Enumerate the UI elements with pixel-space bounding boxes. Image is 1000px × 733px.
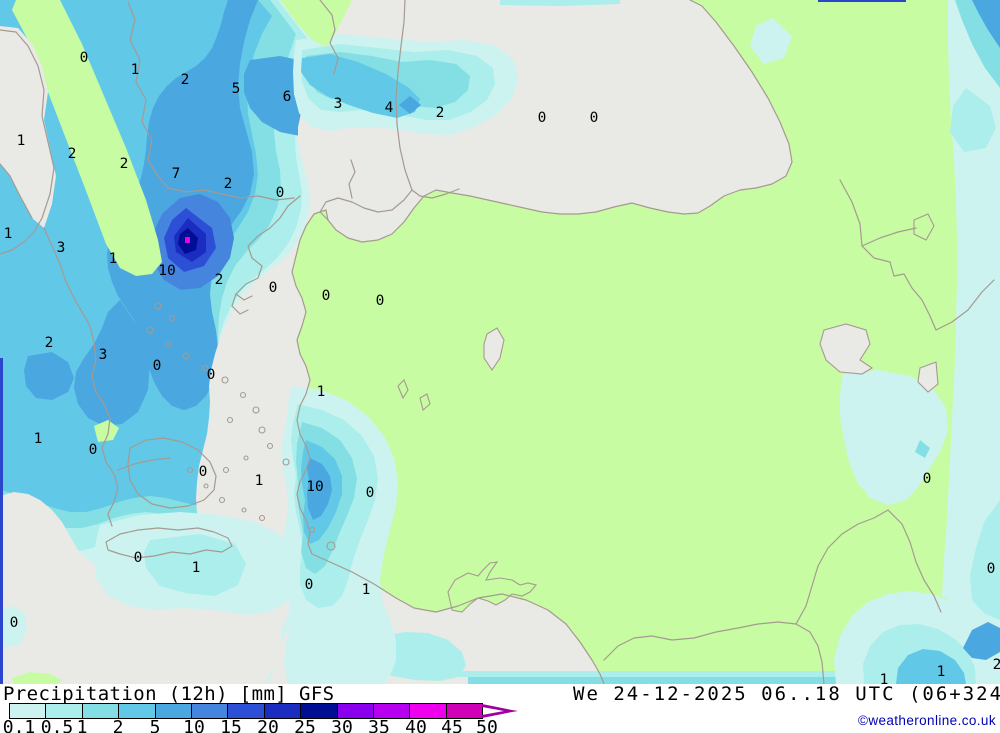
legend-arrow-icon: [482, 704, 518, 718]
copyright-text: ©weatheronline.co.uk: [857, 713, 996, 728]
adriatic-sea-pocket: [0, 26, 56, 228]
legend-segment: [45, 704, 82, 718]
map-value-label: 0: [10, 615, 19, 631]
legend-segment: [409, 704, 446, 718]
legend-tick: 10: [183, 717, 205, 733]
legend-tick: 1: [76, 717, 88, 733]
map-value-label: 7: [172, 166, 181, 182]
map-value-label: 1: [17, 133, 26, 149]
precip-se-blob: [834, 591, 1000, 684]
map-value-label: 3: [57, 240, 66, 256]
map-value-label: 1: [34, 431, 43, 447]
legend-tick: 50: [476, 717, 498, 733]
legend-tick: 0.1: [2, 717, 36, 733]
legend-segment: [10, 704, 46, 718]
map-value-label: 0: [89, 442, 98, 458]
top-edge-strip: [818, 0, 906, 2]
map-value-label: 1: [4, 226, 13, 242]
map-title: Precipitation (12h) [mm] GFS: [3, 683, 335, 705]
legend-color-bar: [9, 703, 483, 719]
map-value-label: 0: [590, 110, 599, 126]
legend-tick: 20: [257, 717, 279, 733]
legend-segment: [445, 704, 483, 718]
legend-segment: [190, 704, 228, 718]
land-cyprus: [447, 561, 537, 613]
land-bulgaria: [280, 0, 352, 47]
land-anatolia: [292, 0, 1000, 684]
map-value-label: 2: [215, 272, 224, 288]
map-value-label: 1: [362, 582, 371, 598]
legend-tick: 2: [112, 717, 124, 733]
map-value-label: 10: [306, 479, 323, 495]
map-value-label: 1: [255, 473, 264, 489]
legend-segment: [336, 704, 373, 718]
legend-tick: 15: [220, 717, 242, 733]
legend-tick: 35: [368, 717, 390, 733]
legend-segment: [118, 704, 155, 718]
map-value-label: 0: [276, 185, 285, 201]
map-value-label: 0: [207, 367, 216, 383]
map-value-label: 1: [192, 560, 201, 576]
map-value-label: 2: [224, 176, 233, 192]
map-value-label: 1: [317, 384, 326, 400]
map-value-label: 2: [120, 156, 129, 172]
map-value-label: 4: [385, 100, 394, 116]
map-value-label: 1: [937, 664, 946, 680]
precip-sw-blob: [282, 386, 398, 684]
coastlines: [0, 0, 995, 684]
map-value-label: 2: [68, 146, 77, 162]
map-value-label: 0: [366, 485, 375, 501]
map-value-label: 0: [322, 288, 331, 304]
map-value-label: 10: [158, 263, 175, 279]
legend-tick-labels: 0.1 0.5 1 2 5 10 15 20 25 30 35 40 45 50: [0, 717, 520, 733]
map-value-label: 6: [283, 89, 292, 105]
map-value-label: 0: [199, 464, 208, 480]
map-value-label: 1: [131, 62, 140, 78]
legend-segment: [372, 704, 410, 718]
map-value-label: 0: [134, 550, 143, 566]
map-value-label: 2: [436, 105, 445, 121]
precip-crete-patch: [0, 512, 300, 647]
footer-bar: Precipitation (12h) [mm] GFS We 24-12-20…: [0, 683, 1000, 733]
map-value-label: 0: [305, 577, 314, 593]
forecast-datetime: We 24-12-2025 06..18 UTC (06+324: [573, 683, 1000, 705]
legend-tick: 25: [294, 717, 316, 733]
precip-arm-black-sea: [293, 34, 518, 135]
legend-tick: 0.5: [40, 717, 74, 733]
lakes: [397, 213, 939, 411]
legend-segment: [263, 704, 301, 718]
precip-east-patches: [500, 0, 1000, 626]
aegean-sea-region: [0, 0, 470, 684]
precipitation-map: 0 1 2 5 6 3 4 2 0 0 1 2 2 7 2 0 1 3 1 10 2 0 0 0 2 3 0 0 1 1 0 0 1 10 0 0 0 1…: [0, 0, 1000, 684]
map-value-label: 0: [376, 293, 385, 309]
legend-segment: [227, 704, 264, 718]
left-edge-strip: [0, 358, 3, 684]
legend-tick: 5: [149, 717, 161, 733]
map-value-label: 0: [80, 50, 89, 66]
legend-tick: 40: [405, 717, 427, 733]
storm-max-dot: [185, 237, 190, 243]
map-value-label: 0: [269, 280, 278, 296]
legend-segment: [300, 704, 337, 718]
map-value-label: 5: [232, 81, 241, 97]
map-value-label: 3: [99, 347, 108, 363]
map-value-label: 0: [153, 358, 162, 374]
map-value-label: 1: [880, 672, 889, 684]
map-value-label: 2: [181, 72, 190, 88]
map-value-label: 2: [45, 335, 54, 351]
legend-tick: 45: [441, 717, 463, 733]
legend-tick: 30: [331, 717, 353, 733]
legend-segment: [81, 704, 119, 718]
map-value-label: 0: [538, 110, 547, 126]
map-value-label: 1: [109, 251, 118, 267]
map-value-label: 0: [923, 471, 932, 487]
legend-segment: [154, 704, 191, 718]
land-balkan-pockets: [12, 0, 162, 684]
map-value-label: 3: [334, 96, 343, 112]
map-value-label: 0: [987, 561, 996, 577]
map-value-label: 2: [993, 657, 1000, 673]
